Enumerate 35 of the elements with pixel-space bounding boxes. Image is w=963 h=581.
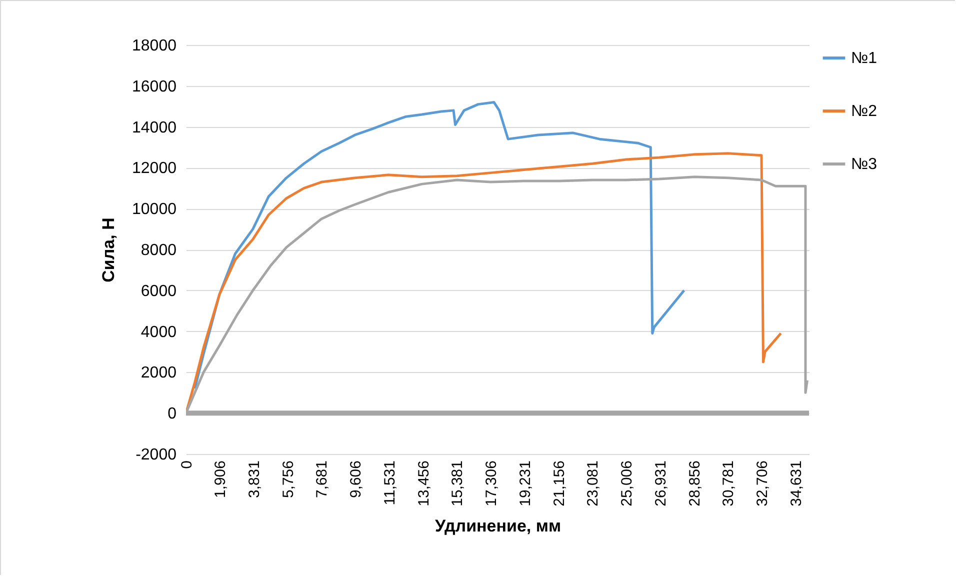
x-tick-label: 32,706 — [754, 460, 772, 506]
legend-label: №2 — [851, 103, 878, 120]
x-axis-title: Удлинение, мм — [434, 516, 562, 536]
y-axis-title: Сила, Н — [99, 218, 118, 282]
x-tick-label: 28,856 — [686, 460, 704, 506]
x-tick-label: 19,231 — [516, 460, 534, 506]
x-tick-label: 15,381 — [449, 460, 466, 506]
y-tick-label: 16000 — [132, 78, 177, 96]
legend-label: №1 — [851, 50, 878, 67]
x-tick-label: 34,631 — [788, 460, 805, 506]
x-tick-label: 0 — [178, 460, 196, 469]
y-tick-label: 4000 — [140, 324, 177, 341]
y-tick-label: -2000 — [136, 446, 177, 464]
x-tick-label: 1,906 — [212, 460, 230, 498]
x-tick-label: 25,006 — [618, 460, 636, 506]
y-tick-label: 8000 — [140, 242, 177, 259]
x-tick-label: 11,531 — [381, 460, 398, 506]
y-tick-label: 2000 — [140, 364, 177, 382]
x-tick-label: 23,081 — [584, 460, 602, 506]
x-tick-label: 21,156 — [550, 460, 568, 506]
y-tick-label: 0 — [168, 406, 177, 423]
y-tick-label: 14000 — [132, 119, 177, 136]
x-tick-label: 17,306 — [483, 460, 500, 506]
x-tick-label: 3,831 — [246, 460, 263, 498]
x-tick-label: 30,781 — [720, 460, 738, 506]
y-tick-label: 12000 — [132, 160, 177, 178]
x-tick-label: 5,756 — [280, 460, 297, 498]
y-tick-label: 18000 — [132, 38, 177, 54]
legend-label: №3 — [851, 156, 878, 173]
x-tick-label: 26,931 — [652, 460, 670, 506]
y-tick-label: 6000 — [140, 282, 177, 300]
x-tick-label: 7,681 — [314, 460, 331, 498]
y-tick-label: 10000 — [132, 201, 177, 218]
x-tick-label: 13,456 — [415, 460, 432, 506]
x-tick-label: 9,606 — [348, 460, 365, 498]
